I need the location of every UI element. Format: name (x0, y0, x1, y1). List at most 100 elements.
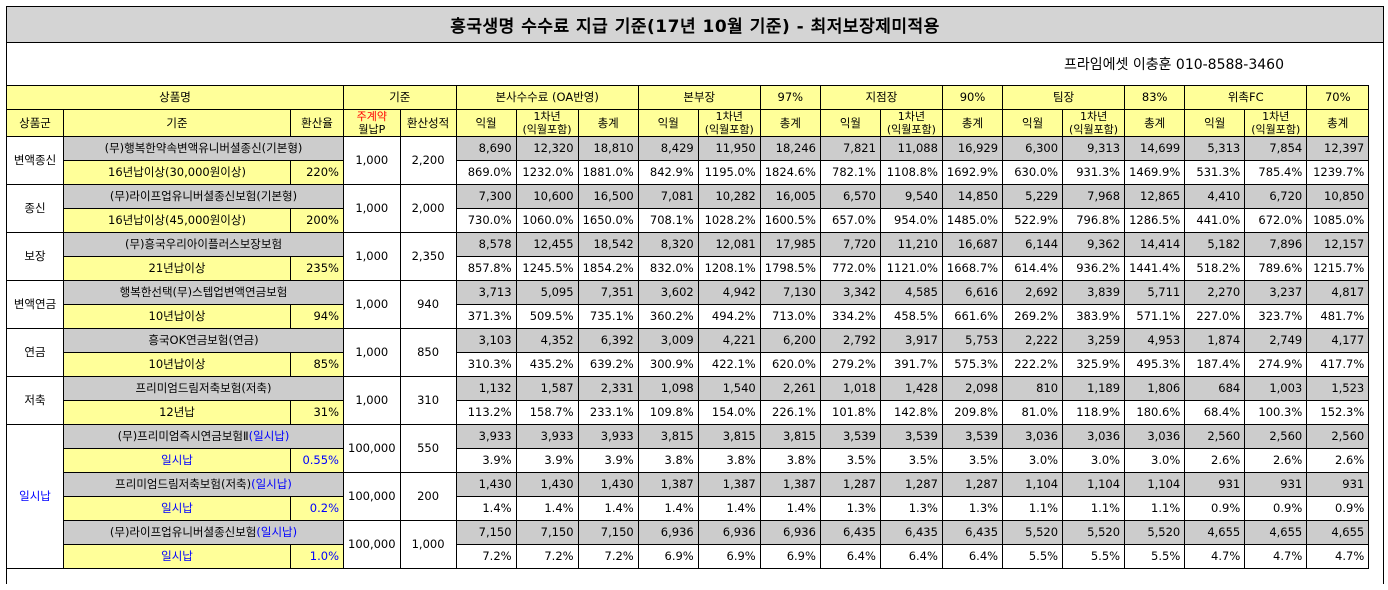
percent-cell: 518.2% (1184, 256, 1246, 281)
product-row-percents: 21년납이상 235% 857.8% 1245.5% 1854.2% 832.0% 1208… (7, 256, 1370, 281)
percent-cell: 7.2% (455, 544, 517, 569)
amount-cell: 8,578 (455, 232, 517, 257)
amount-cell: 8,690 (455, 136, 517, 161)
amount-cell: 7,150 (455, 520, 517, 545)
header-team: 팀장 (1002, 85, 1126, 110)
header-total: 총계 (941, 109, 1004, 137)
percent-cell: 360.2% (637, 304, 699, 329)
percent-cell: 3.0% (1124, 448, 1186, 473)
product-name-cell: 행복한선택(무)스텝업변액연금보험 (63, 280, 344, 305)
percent-cell: 310.3% (455, 352, 517, 377)
amount-cell: 2,098 (941, 376, 1004, 401)
group-cell: 변액종신 (6, 136, 64, 185)
premium-cell: 1,000 (343, 280, 401, 329)
percent-cell: 620.0% (759, 352, 821, 377)
product-name-cell: (무)행복한약속변액유니버셜종신(기본형) (63, 136, 344, 161)
percent-cell: 575.3% (941, 352, 1004, 377)
percent-cell: 3.5% (941, 448, 1004, 473)
premium-cell: 100,000 (343, 424, 401, 473)
amount-cell: 3,933 (515, 424, 579, 449)
amount-cell: 3,036 (1062, 424, 1126, 449)
percent-cell: 3.0% (1062, 448, 1126, 473)
percent-cell: 789.6% (1244, 256, 1308, 281)
product-name: (무)라이프업유니버셜종신보험(기본형) (109, 189, 298, 203)
amount-cell: 810 (1002, 376, 1064, 401)
product-name: (무)프리미엄즉시연금보험Ⅱ (117, 429, 249, 443)
premium-cell: 100,000 (343, 520, 401, 569)
amount-cell: 1,003 (1244, 376, 1308, 401)
percent-cell: 1.3% (941, 496, 1004, 521)
percent-cell: 1108.8% (879, 160, 943, 185)
percent-cell: 1650.0% (577, 208, 639, 233)
amount-cell: 9,362 (1062, 232, 1126, 257)
amount-cell: 6,936 (759, 520, 821, 545)
percent-cell: 101.8% (819, 400, 881, 425)
amount-cell: 2,331 (577, 376, 639, 401)
product-row-percents: 일시납 0.55% 3.9% 3.9% 3.9% 3.8% 3.8% 3.8% 3.5% 3.5%… (7, 448, 1370, 473)
amount-cell: 7,081 (637, 184, 699, 209)
percent-cell: 1.4% (697, 496, 761, 521)
percent-cell: 954.0% (879, 208, 943, 233)
amount-cell: 4,352 (515, 328, 579, 353)
amount-cell: 4,655 (1306, 520, 1370, 545)
amount-cell: 1,587 (515, 376, 579, 401)
product-name-cell: (무)라이프업유니버셜종신보험(일시납) (63, 520, 344, 545)
header-next-month: 익월 (455, 109, 517, 137)
amount-cell: 3,713 (455, 280, 517, 305)
percent-cell: 152.3% (1306, 400, 1370, 425)
converted-cell: 200 (399, 472, 457, 521)
group-cell: 일시납 (6, 424, 64, 569)
percent-cell: 158.7% (515, 400, 579, 425)
percent-cell: 113.2% (455, 400, 517, 425)
amount-cell: 6,200 (759, 328, 821, 353)
amount-cell: 7,130 (759, 280, 821, 305)
percent-cell: 458.5% (879, 304, 943, 329)
percent-cell: 1485.0% (941, 208, 1004, 233)
percent-cell: 6.9% (697, 544, 761, 569)
percent-cell: 509.5% (515, 304, 579, 329)
amount-cell: 1,287 (879, 472, 943, 497)
percent-cell: 3.8% (759, 448, 821, 473)
percent-cell: 494.2% (697, 304, 761, 329)
amount-cell: 6,570 (819, 184, 881, 209)
product-name-cell: (무)흥국우리아이플러스보장보험 (63, 232, 344, 257)
basis-cell: 12년납 (63, 400, 291, 425)
percent-cell: 422.1% (697, 352, 761, 377)
amount-cell: 2,270 (1184, 280, 1246, 305)
header-first-year-line1: 1차년 (715, 110, 743, 124)
amount-cell: 6,616 (941, 280, 1004, 305)
product-name-suffix: (일시납) (251, 477, 292, 491)
amount-cell: 3,103 (455, 328, 517, 353)
percent-cell: 1441.4% (1124, 256, 1186, 281)
amount-cell: 12,397 (1306, 136, 1370, 161)
percent-cell: 1.4% (577, 496, 639, 521)
premium-cell: 1,000 (343, 376, 401, 425)
percent-cell: 68.4% (1184, 400, 1246, 425)
basis-cell: 일시납 (63, 496, 291, 521)
amount-cell: 11,950 (697, 136, 761, 161)
header-first-year: 1차년 (익월포함) (697, 109, 761, 137)
percent-cell: 661.6% (941, 304, 1004, 329)
header-premium-line1: 주계약 (356, 110, 387, 124)
amount-cell: 2,692 (1002, 280, 1064, 305)
product-row-amounts: 종신 (무)라이프업유니버셜종신보험(기본형) 1,000 2,000 7,300 10,… (6, 184, 1370, 233)
header-manager-pct: 97% (759, 85, 821, 110)
header-total: 총계 (1124, 109, 1186, 137)
percent-cell: 6.9% (759, 544, 821, 569)
header-first-year: 1차년 (익월포함) (879, 109, 943, 137)
header-first-year-line1: 1차년 (1262, 110, 1290, 124)
percent-cell: 1.3% (879, 496, 943, 521)
percent-cell: 2.6% (1306, 448, 1370, 473)
amount-cell: 3,036 (1124, 424, 1186, 449)
amount-cell: 2,749 (1244, 328, 1308, 353)
amount-cell: 1,430 (455, 472, 517, 497)
amount-cell: 10,850 (1306, 184, 1370, 209)
product-row-amounts: 연금 흥국OK연금보험(연금) 1,000 850 3,103 4,352 6,392 3,0… (6, 328, 1370, 377)
header-first-year-line2: (익월포함) (886, 123, 936, 136)
amount-cell: 3,009 (637, 328, 699, 353)
percent-cell: 842.9% (637, 160, 699, 185)
percent-cell: 1.3% (819, 496, 881, 521)
product-name: 프리미엄드림저축보험(저축) (135, 381, 272, 395)
header-premium: 주계약 월납P (343, 109, 401, 137)
group-cell: 보장 (6, 232, 64, 281)
